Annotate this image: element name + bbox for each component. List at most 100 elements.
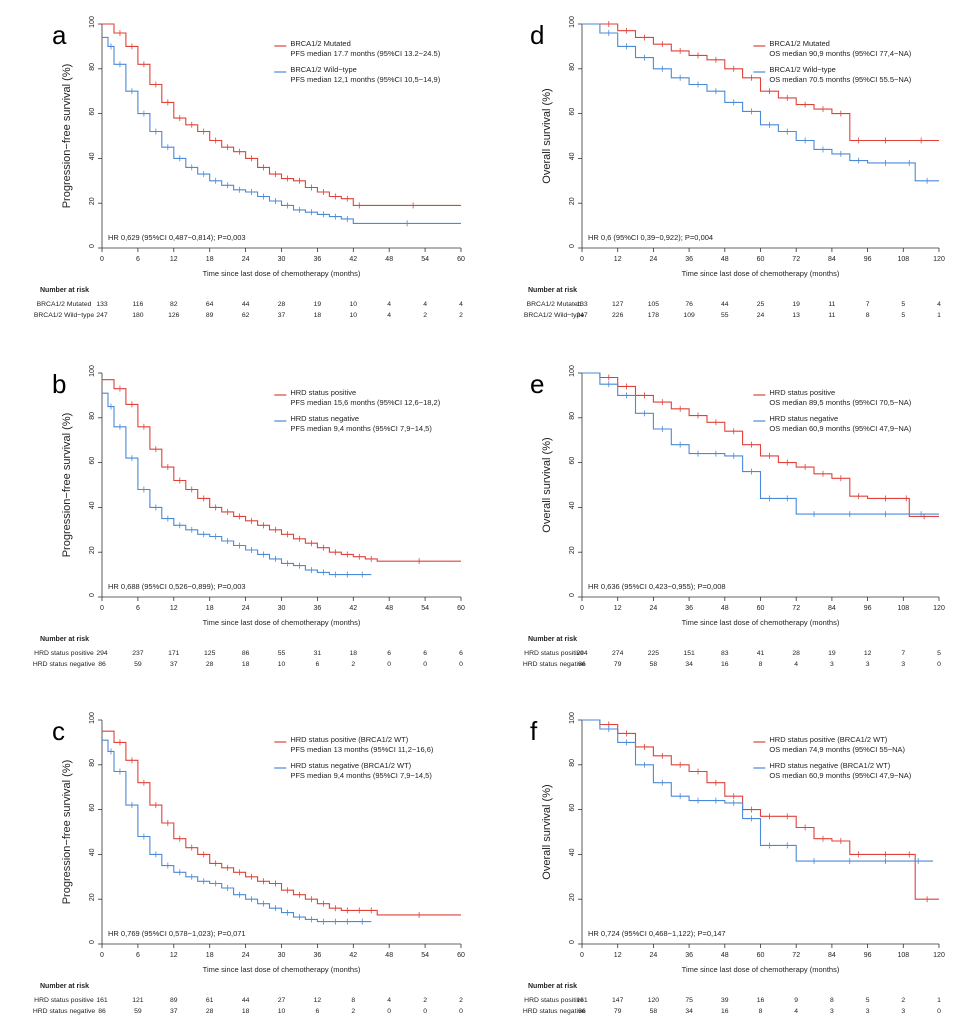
hr-annotation: HR 0,769 (95%CI 0,578−1,023); P=0,071 xyxy=(108,929,246,938)
y-tick-label: 20 xyxy=(89,546,96,554)
risk-value: 18 xyxy=(314,312,322,319)
risk-value: 89 xyxy=(170,997,178,1004)
x-tick-label: 72 xyxy=(792,605,800,612)
x-axis-label: Time since last dose of chemotherapy (mo… xyxy=(203,618,361,627)
risk-value: 28 xyxy=(206,661,214,668)
risk-value: 19 xyxy=(828,650,836,657)
y-tick-label: 100 xyxy=(569,712,576,724)
risk-value: 25 xyxy=(757,301,765,308)
risk-value: 19 xyxy=(314,301,322,308)
y-tick-label: 20 xyxy=(569,546,576,554)
y-axis-label: Overall survival (%) xyxy=(541,88,553,183)
legend-name: BRCA1/2 Wild−type xyxy=(769,65,836,74)
x-tick-label: 54 xyxy=(421,256,429,263)
risk-row-label: HRD status positive xyxy=(34,997,94,1004)
x-tick-label: 60 xyxy=(757,605,765,612)
x-tick-label: 60 xyxy=(757,952,765,959)
risk-row-label: HRD status negative xyxy=(523,1008,586,1015)
x-tick-label: 36 xyxy=(314,952,322,959)
risk-value: 4 xyxy=(423,301,427,308)
risk-table-header: Number at risk xyxy=(528,636,577,643)
legend-name: HRD status negative xyxy=(290,414,359,423)
y-tick-label: 0 xyxy=(89,593,96,597)
x-tick-label: 48 xyxy=(385,605,393,612)
risk-value: 8 xyxy=(830,997,834,1004)
x-tick-label: 24 xyxy=(242,952,250,959)
risk-value: 58 xyxy=(650,1008,658,1015)
x-tick-label: 36 xyxy=(314,256,322,263)
risk-value: 4 xyxy=(794,661,798,668)
risk-value: 12 xyxy=(864,650,872,657)
risk-table-header: Number at risk xyxy=(40,983,89,990)
risk-value: 2 xyxy=(901,997,905,1004)
x-tick-label: 60 xyxy=(457,952,465,959)
risk-value: 37 xyxy=(278,312,286,319)
risk-value: 2 xyxy=(459,312,463,319)
risk-value: 3 xyxy=(830,1008,834,1015)
y-tick-label: 40 xyxy=(569,501,576,509)
legend-detail: PFS median 12,1 months (95%CI 10,5−14,9) xyxy=(290,75,440,84)
risk-value: 6 xyxy=(459,650,463,657)
x-tick-label: 12 xyxy=(614,605,622,612)
risk-value: 0 xyxy=(387,661,391,668)
x-tick-label: 48 xyxy=(385,256,393,263)
x-tick-label: 48 xyxy=(721,256,729,263)
risk-value: 4 xyxy=(937,301,941,308)
x-tick-label: 0 xyxy=(580,256,584,263)
risk-value: 0 xyxy=(937,661,941,668)
hr-annotation: HR 0,636 (95%CI 0,423−0,955); P=0,008 xyxy=(588,582,726,591)
x-tick-label: 60 xyxy=(757,256,765,263)
risk-value: 86 xyxy=(98,1008,106,1015)
risk-value: 3 xyxy=(901,1008,905,1015)
legend-name: HRD status positive xyxy=(290,388,356,397)
y-tick-label: 60 xyxy=(89,804,96,812)
x-tick-label: 36 xyxy=(685,605,693,612)
risk-value: 34 xyxy=(685,1008,693,1015)
risk-value: 11 xyxy=(828,301,835,308)
risk-value: 59 xyxy=(134,1008,142,1015)
x-tick-label: 48 xyxy=(721,952,729,959)
y-tick-label: 100 xyxy=(569,365,576,377)
panel-letter: f xyxy=(530,716,538,746)
x-tick-label: 36 xyxy=(685,952,693,959)
risk-value: 127 xyxy=(612,301,624,308)
y-tick-label: 40 xyxy=(89,848,96,856)
y-tick-label: 40 xyxy=(569,152,576,160)
risk-value: 13 xyxy=(792,312,800,319)
risk-value: 28 xyxy=(206,1008,214,1015)
risk-value: 19 xyxy=(792,301,800,308)
risk-value: 9 xyxy=(794,997,798,1004)
risk-value: 89 xyxy=(206,312,214,319)
panel-letter: b xyxy=(52,369,66,399)
risk-table-header: Number at risk xyxy=(40,287,89,294)
risk-value: 0 xyxy=(423,661,427,668)
risk-value: 6 xyxy=(423,650,427,657)
y-tick-label: 100 xyxy=(89,365,96,377)
risk-table-header: Number at risk xyxy=(528,287,577,294)
y-tick-label: 40 xyxy=(569,848,576,856)
risk-value: 4 xyxy=(387,997,391,1004)
risk-row-label: BRCA1/2 Mutated xyxy=(37,301,92,308)
hr-annotation: HR 0,629 (95%CI 0,487−0,814); P=0,003 xyxy=(108,233,246,242)
risk-value: 4 xyxy=(794,1008,798,1015)
y-tick-label: 80 xyxy=(569,759,576,767)
risk-value: 226 xyxy=(612,312,624,319)
x-tick-label: 24 xyxy=(650,256,658,263)
legend-name: HRD status positive (BRCA1/2 WT) xyxy=(290,735,408,744)
risk-row-label: BRCA1/2 Mutated xyxy=(527,301,582,308)
risk-value: 171 xyxy=(168,650,180,657)
risk-value: 6 xyxy=(316,661,320,668)
y-tick-label: 0 xyxy=(569,940,576,944)
risk-row-label: HRD status negative xyxy=(33,1008,96,1015)
legend-name: HRD status negative (BRCA1/2 WT) xyxy=(769,761,890,770)
risk-value: 180 xyxy=(132,312,144,319)
y-tick-label: 20 xyxy=(569,893,576,901)
x-tick-label: 42 xyxy=(349,605,357,612)
risk-value: 3 xyxy=(901,661,905,668)
x-tick-label: 6 xyxy=(136,952,140,959)
x-tick-label: 0 xyxy=(100,952,104,959)
legend-detail: OS median 60,9 months (95%CI 47,9−NA) xyxy=(769,771,911,780)
